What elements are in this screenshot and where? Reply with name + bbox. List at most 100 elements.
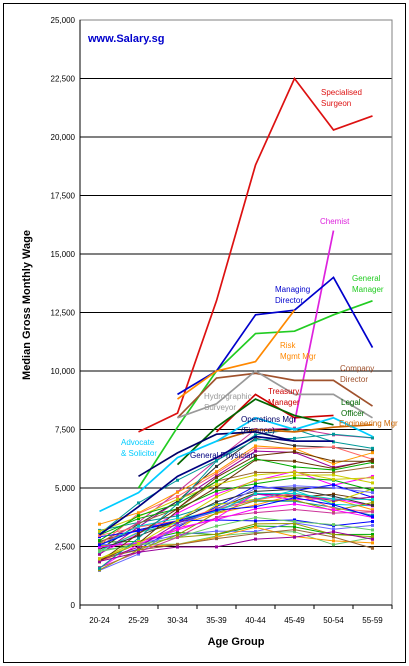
- series-line: [176, 372, 373, 419]
- data-point: [254, 482, 257, 486]
- series-line: [99, 446, 373, 546]
- data-point: [176, 521, 179, 525]
- data-point: [293, 491, 296, 495]
- data-point: [254, 486, 257, 490]
- data-point: [215, 489, 218, 493]
- data-point: [254, 492, 257, 496]
- data-point: [98, 549, 101, 553]
- tick-labels: 0 2,500 5,000 7,500 10,000 12,500 15,000 17,500…: [51, 16, 384, 625]
- series-line: [99, 450, 373, 555]
- data-point: [215, 524, 218, 528]
- x-tick-label: 20-24: [89, 616, 110, 625]
- data-point: [293, 476, 296, 480]
- data-point: [332, 535, 335, 539]
- data-point: [332, 494, 335, 498]
- series-line: [177, 309, 296, 400]
- series-label: Engineering Mgr: [339, 419, 398, 428]
- series-label: Managing Director: [275, 285, 310, 305]
- series-label: General Physician: [190, 451, 255, 460]
- data-point: [137, 514, 140, 518]
- data-point: [176, 519, 179, 523]
- y-tick-label: 15,000: [51, 250, 76, 259]
- data-point: [98, 566, 101, 570]
- data-point: [176, 497, 179, 501]
- data-point: [176, 516, 179, 520]
- data-point: [215, 511, 218, 515]
- data-point: [332, 483, 335, 487]
- series-line: [99, 435, 334, 536]
- data-point: [98, 568, 101, 572]
- series-line: [99, 459, 373, 561]
- data-point: [332, 543, 335, 547]
- series-line: [99, 492, 373, 536]
- data-point: [137, 501, 140, 505]
- data-point: [332, 477, 335, 481]
- data-point: [254, 516, 257, 520]
- data-point: [332, 533, 335, 537]
- data-point: [332, 486, 335, 490]
- data-point: [176, 535, 179, 539]
- y-tick-label: 2,500: [55, 543, 76, 552]
- data-point: [371, 449, 374, 453]
- series-label: Chemist: [320, 217, 350, 226]
- series-line: [99, 492, 373, 547]
- data-point: [215, 503, 218, 507]
- data-point: [215, 479, 218, 483]
- x-tick-label: 55-59: [362, 616, 383, 625]
- data-point: [215, 545, 218, 549]
- data-point: [215, 464, 218, 468]
- data-point: [137, 528, 140, 532]
- data-point: [98, 539, 101, 543]
- data-point: [371, 488, 374, 492]
- data-point: [176, 495, 179, 499]
- x-tick-label: 25-29: [128, 616, 149, 625]
- data-point: [332, 468, 335, 472]
- data-point: [254, 489, 257, 493]
- data-point: [176, 478, 179, 482]
- data-point: [332, 539, 335, 543]
- data-point: [176, 490, 179, 494]
- data-point: [371, 528, 374, 532]
- series-line: [177, 369, 373, 419]
- series-label: Operations Mgr (Finance): [241, 415, 296, 435]
- data-point: [371, 451, 374, 455]
- background-series-group: [98, 426, 374, 572]
- series-label: General Manager: [352, 274, 384, 294]
- data-point: [215, 470, 218, 474]
- data-point: [215, 459, 218, 463]
- data-point: [371, 458, 374, 462]
- series-line: [99, 531, 373, 553]
- data-point: [254, 525, 257, 529]
- data-point: [254, 449, 257, 453]
- data-point: [332, 445, 335, 449]
- data-point: [176, 514, 179, 518]
- series-label: Legal Officer: [341, 398, 365, 418]
- data-point: [176, 509, 179, 513]
- data-point: [137, 524, 140, 528]
- data-point: [293, 493, 296, 497]
- data-point: [293, 444, 296, 448]
- data-point: [332, 523, 335, 527]
- series-label: Risk Mgmt Mgr: [280, 341, 316, 361]
- y-tick-label: 12,500: [51, 309, 76, 318]
- data-point: [98, 559, 101, 563]
- data-point: [371, 491, 374, 495]
- data-point: [371, 537, 374, 541]
- y-tick-label: 20,000: [51, 133, 76, 142]
- data-point: [254, 484, 257, 488]
- data-point: [293, 436, 296, 440]
- data-point: [254, 444, 257, 448]
- series-label: Hydrographic Surveyor: [204, 392, 252, 412]
- data-point: [176, 526, 179, 530]
- data-point: [137, 534, 140, 538]
- data-point: [293, 530, 296, 534]
- data-point: [371, 436, 374, 440]
- data-point: [293, 502, 296, 506]
- data-point: [254, 507, 257, 511]
- series-line: [99, 497, 373, 546]
- data-point: [332, 530, 335, 534]
- series-line: [99, 508, 373, 569]
- data-point: [332, 470, 335, 474]
- x-tick-label: 50-54: [323, 616, 344, 625]
- series-line: [99, 477, 373, 536]
